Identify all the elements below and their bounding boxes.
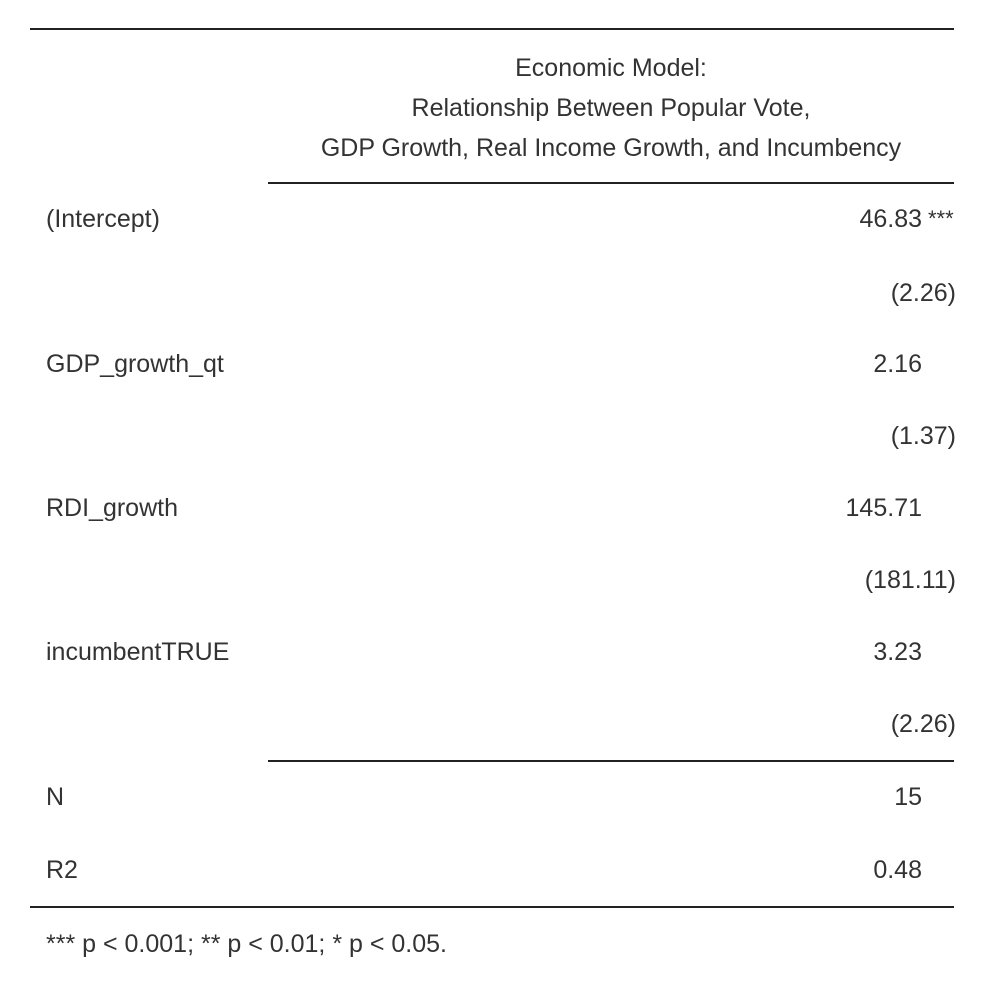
stat-value: 15 [894, 783, 922, 811]
row-label-gdp-growth: GDP_growth_qt [46, 350, 224, 378]
stat-label-n: N [46, 783, 65, 811]
table-column-header: Economic Model: Relationship Between Pop… [268, 48, 954, 168]
estimate-value: 145.71 [845, 494, 922, 522]
estimate-value: 2.16 [873, 350, 922, 378]
table-top-rule [30, 28, 954, 30]
estimate-gdp-growth: 2.16 [873, 349, 980, 379]
se-value: (2.26) [890, 279, 956, 307]
se-value: (181.11) [864, 566, 956, 594]
estimate-rdi-growth: 145.71 [846, 493, 980, 523]
se-gdp-growth: (1.37) [867, 421, 956, 451]
se-value: (1.37) [890, 422, 956, 450]
estimate-intercept: 46.83 *** [859, 204, 980, 234]
stats-rule [268, 760, 954, 762]
row-label-incumbent: incumbentTRUE [46, 638, 230, 666]
stat-value-n: 15 [894, 782, 922, 812]
stat-label-r2: R2 [46, 856, 78, 884]
estimate-value: 3.23 [873, 638, 922, 666]
stat-value: 0.48 [873, 856, 922, 884]
se-rdi-growth: (181.11) [841, 565, 956, 595]
estimate-value: 46.83 [859, 205, 922, 233]
header-rule [268, 182, 954, 184]
header-line-2: Relationship Between Popular Vote, [411, 94, 811, 122]
header-line-3: GDP Growth, Real Income Growth, and Incu… [320, 134, 902, 162]
row-label-intercept: (Intercept) [46, 205, 160, 233]
stat-value-r2: 0.48 [873, 855, 922, 885]
estimate-incumbent: 3.23 [873, 637, 980, 667]
significance-stars: *** [928, 206, 954, 231]
se-incumbent: (2.26) [867, 709, 956, 739]
table-bottom-rule [30, 906, 954, 908]
significance-footnote: *** p < 0.001; ** p < 0.01; * p < 0.05. [46, 930, 448, 958]
se-intercept: (2.26) [867, 278, 956, 308]
header-line-1: Economic Model: [515, 54, 707, 82]
row-label-rdi-growth: RDI_growth [46, 494, 178, 522]
se-value: (2.26) [890, 710, 956, 738]
